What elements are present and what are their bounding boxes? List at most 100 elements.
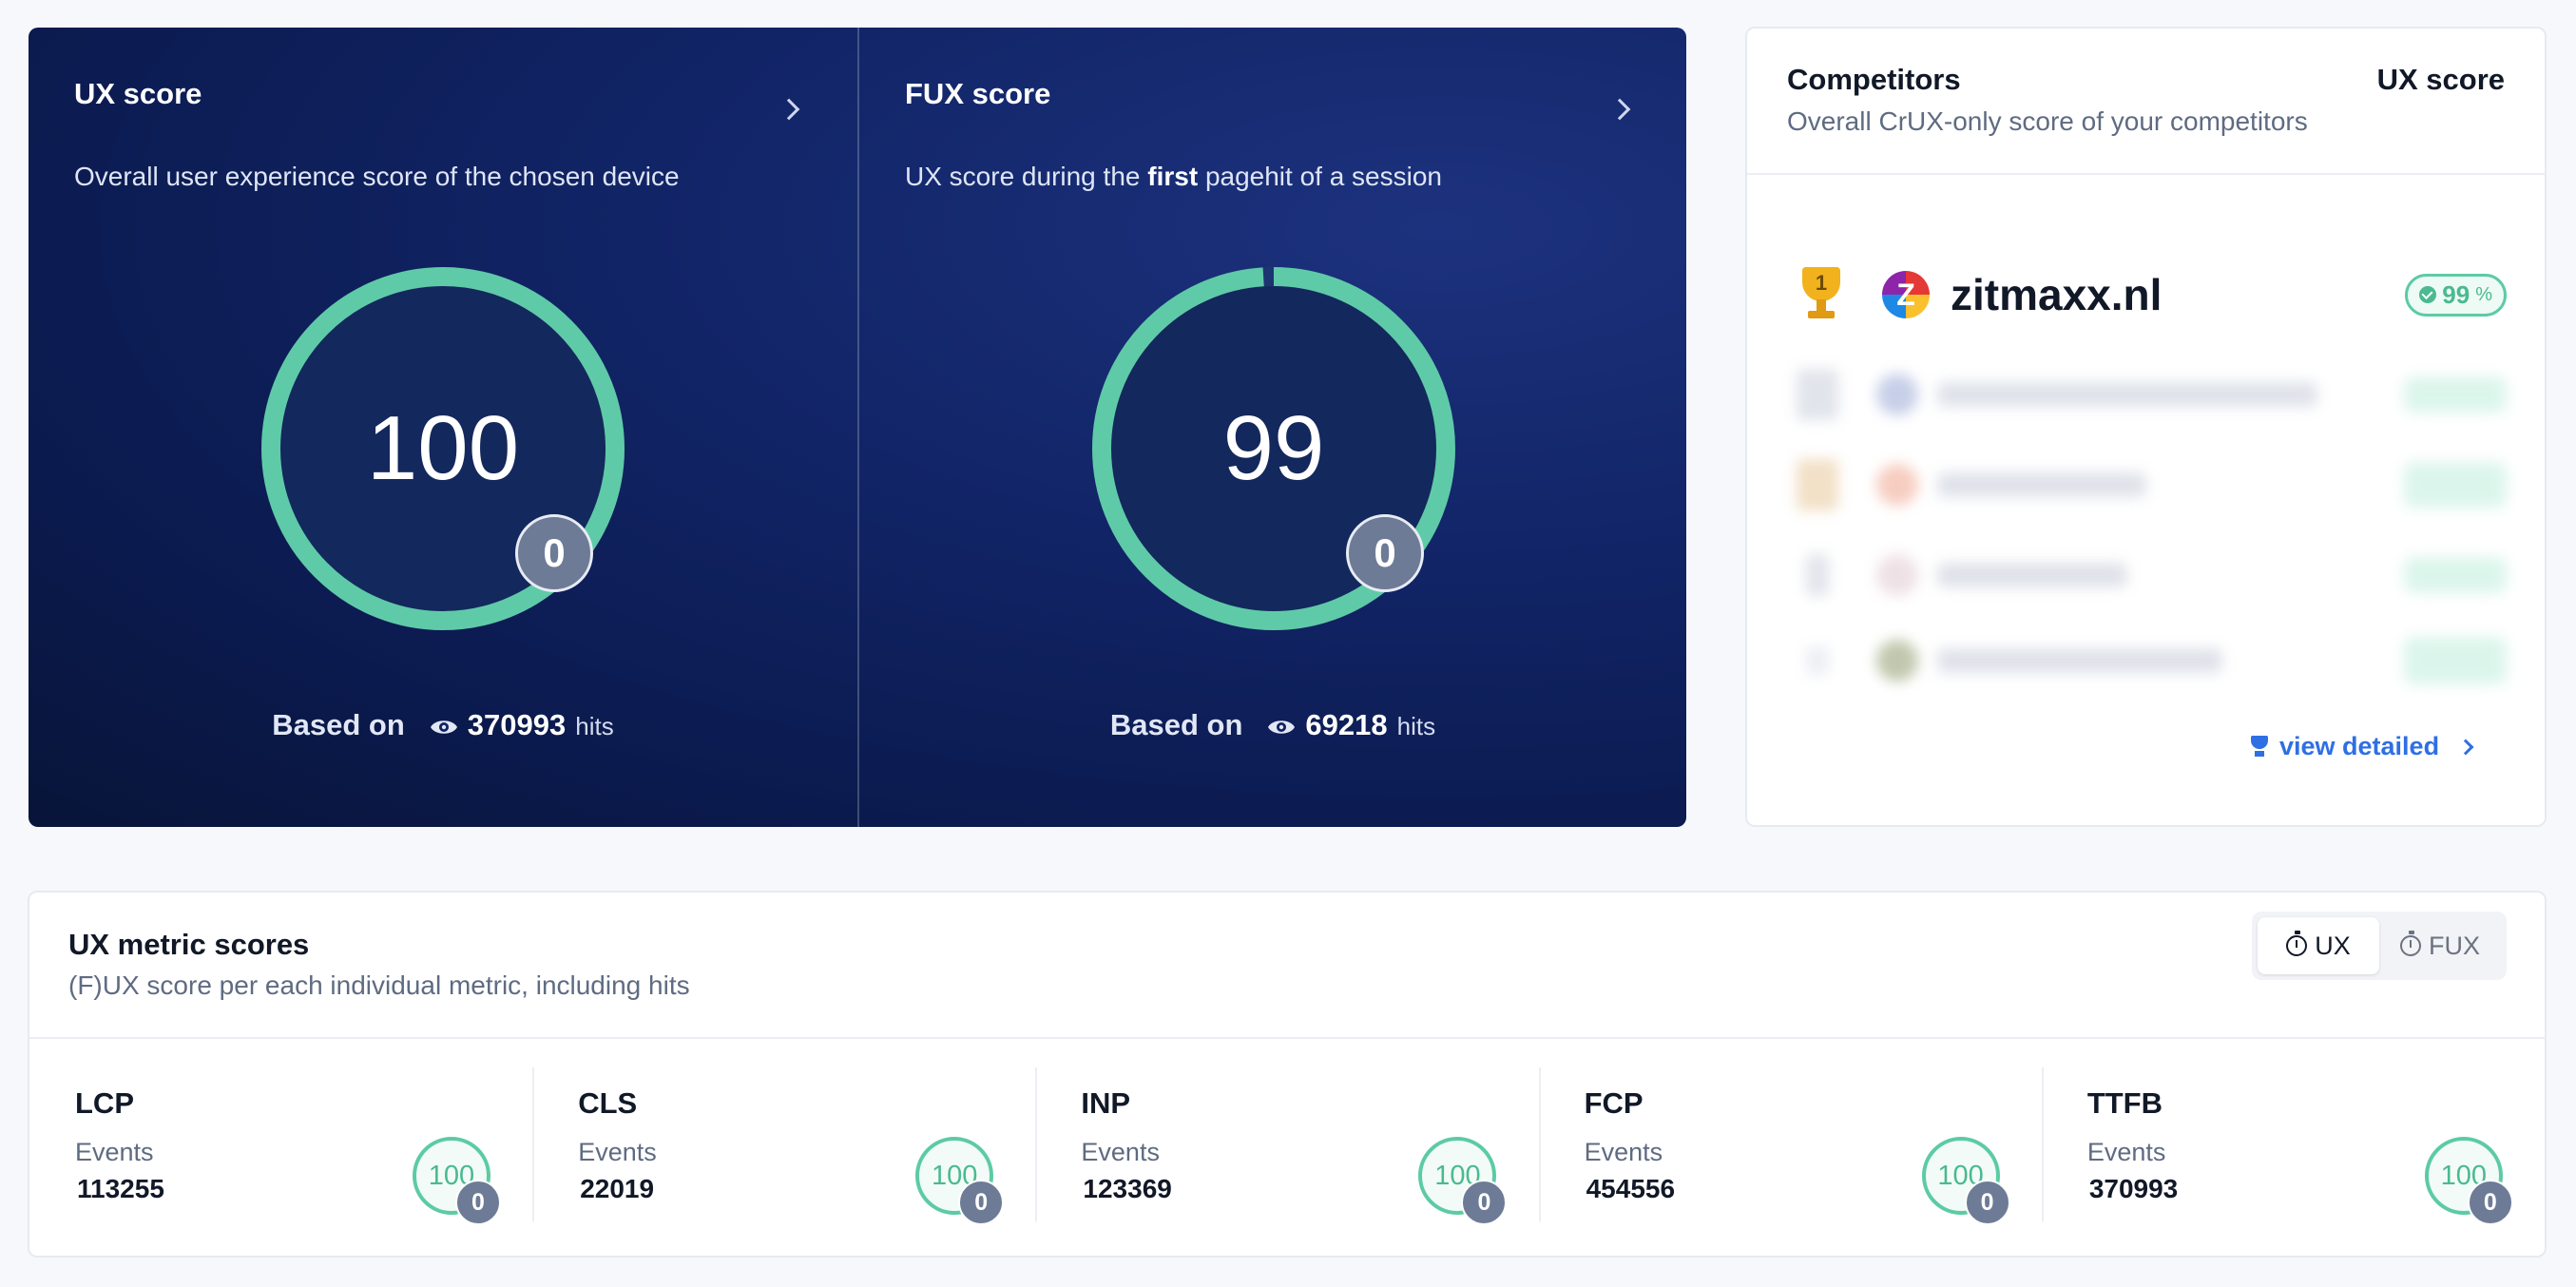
toggle-ux-label: UX [2315,931,2351,960]
fux-score-badge: 0 [1346,514,1424,592]
competitors-subtitle: Overall CrUX-only score of your competit… [1787,106,2308,136]
competitor-name-placeholder [1937,563,2127,587]
description-emphasis: first [1147,162,1199,191]
competitors-card: Competitors Overall CrUX-only score of y… [1745,27,2547,827]
site-logo [1882,271,1930,318]
competitor-row-blurred [1797,447,2507,523]
metric-cls[interactable]: CLS Events 22019 100 0 [532,1039,1035,1258]
metric-score-badge: 0 [958,1180,1005,1225]
competitor-name: zitmaxx.nl [1951,270,2163,319]
toggle-fux[interactable]: FUX [2379,917,2501,974]
chevron-right-icon [2457,739,2474,755]
ux-score-card[interactable]: UX score Overall user experience score o… [29,28,857,827]
trophy-icon: 1 [1797,265,1846,324]
ux-score-value: 100 [366,397,520,499]
events-count: 454556 [1586,1174,1676,1203]
competitor-score-placeholder [2404,637,2507,684]
metric-scores-subtitle: (F)UX score per each individual metric, … [68,970,690,1000]
metric-fcp[interactable]: FCP Events 454556 100 0 [1538,1039,2042,1258]
metric-score-ring: 100 [413,1137,490,1215]
rank-placeholder [1806,554,1829,596]
metric-name: CLS [578,1086,638,1120]
hits-unit: hits [575,712,614,740]
toggle-ux[interactable]: UX [2258,917,2379,974]
competitor-row-blurred [1797,356,2507,432]
competitor-row[interactable]: 1 zitmaxx.nl 99 % [1797,257,2507,333]
metric-name: TTFB [2086,1086,2163,1120]
site-logo [1876,374,1918,415]
competitor-score-placeholder [2404,376,2507,413]
metric-ttfb[interactable]: TTFB Events 370993 100 0 [2041,1039,2545,1258]
rank-placeholder [1806,646,1829,675]
metric-name: INP [1081,1086,1131,1120]
events-label: Events [578,1138,657,1166]
events-label: Events [1081,1138,1160,1166]
ux-score-gauge: 100 0 [261,267,625,630]
events-label: Events [1584,1138,1663,1166]
events-count: 370993 [2088,1174,2179,1203]
competitors-title: Competitors [1787,63,1961,96]
view-detailed-label: view detailed [2279,732,2440,760]
description-text: pagehit of a session [1204,162,1442,191]
ux-hits-summary: Based on 370993 hits [29,708,857,742]
ux-score-description: Overall user experience score of the cho… [74,162,680,191]
trophy-icon [1797,459,1838,510]
fux-score-value: 99 [1222,397,1325,499]
metric-score-ring: 100 [915,1137,994,1215]
metric-name: FCP [1584,1086,1644,1120]
description-text: UX score during the [905,162,1141,191]
fux-score-card[interactable]: FUX score UX score during the first page… [857,28,1686,827]
based-on-label: Based on [1109,708,1243,741]
eye-icon [430,720,457,734]
site-logo [1876,554,1918,596]
metric-score-badge: 0 [1461,1180,1508,1225]
competitor-name-placeholder [1937,472,2146,497]
site-logo [1876,464,1918,506]
competitors-header: Competitors Overall CrUX-only score of y… [1747,29,2545,175]
competitor-score-placeholder [2404,462,2507,508]
metric-inp[interactable]: INP Events 123369 100 0 [1035,1039,1538,1258]
competitor-name-placeholder [1937,648,2222,673]
check-circle-icon [2419,286,2437,303]
stopwatch-icon [2400,931,2421,956]
fux-score-description: UX score during the first pagehit of a s… [905,162,1442,192]
competitor-score: 99 [2442,279,2470,309]
based-on-label: Based on [272,708,405,741]
metric-scores-title: UX metric scores [68,928,310,961]
trophy-icon [2249,735,2270,759]
fux-hits-summary: Based on 69218 hits [859,708,1686,742]
events-count: 113255 [77,1174,164,1203]
chevron-right-icon[interactable] [1608,98,1631,121]
metric-name: LCP [75,1086,134,1120]
competitor-row-blurred [1797,623,2507,699]
competitor-row-blurred [1797,537,2507,613]
metric-list: LCP Events 113255 100 0 CLS Events 22019… [29,1039,2545,1258]
competitor-name-placeholder [1937,382,2317,407]
site-logo [1876,640,1918,682]
view-detailed-link[interactable]: view detailed [2249,732,2474,761]
eye-icon [1268,720,1296,734]
metric-score-badge: 0 [1964,1180,2010,1225]
ux-fux-toggle: UX FUX [2252,912,2507,980]
events-label: Events [2086,1138,2166,1166]
fux-score-title: FUX score [905,77,1051,110]
metric-lcp[interactable]: LCP Events 113255 100 0 [29,1039,532,1258]
events-count: 22019 [580,1174,655,1203]
fux-hits-count: 69218 [1305,708,1388,741]
competitor-score-placeholder [2404,557,2507,593]
trophy-icon [1797,369,1838,420]
metric-score-badge: 0 [2467,1180,2513,1225]
events-label: Events [75,1138,154,1166]
score-panel: UX score Overall user experience score o… [29,28,1686,827]
toggle-fux-label: FUX [2429,931,2480,960]
hits-unit: hits [1396,712,1436,740]
chevron-right-icon[interactable] [778,98,800,121]
stopwatch-icon [2286,931,2308,956]
competitor-rank: 1 [1815,271,1828,295]
ux-score-badge: 0 [515,514,593,592]
ux-score-title: UX score [74,77,202,110]
metric-scores-card: UX metric scores (F)UX score per each in… [28,891,2547,1258]
percent-unit: % [2475,283,2492,305]
metric-score-ring: 100 [2424,1137,2503,1215]
competitors-column-label: UX score [2376,63,2505,96]
